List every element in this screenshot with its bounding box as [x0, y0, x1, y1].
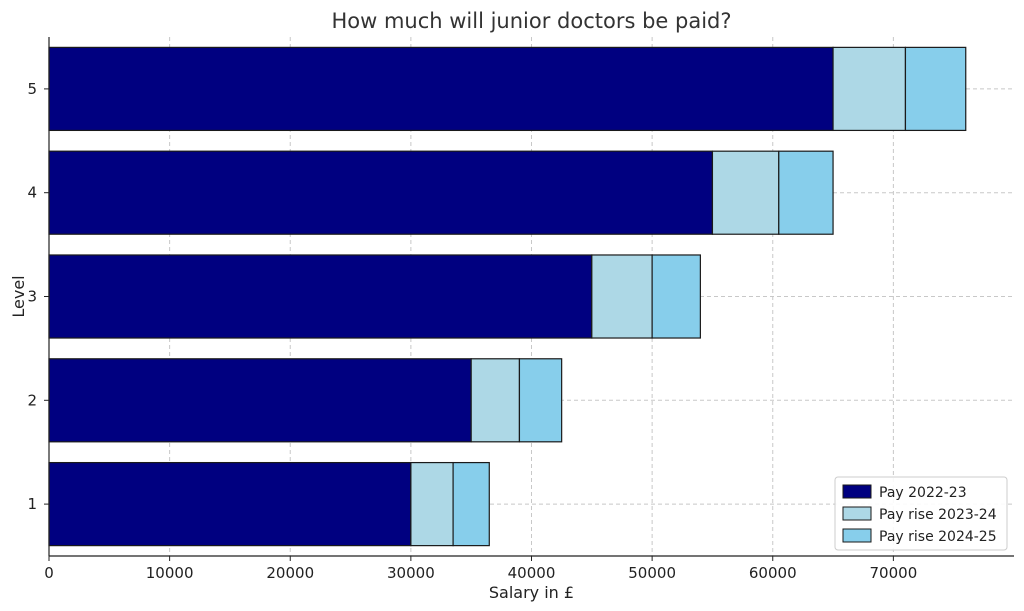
legend-label: Pay rise 2023-24 — [879, 507, 997, 523]
y-tick-label: 5 — [27, 80, 37, 98]
bar-level-2-series-0 — [48, 358, 472, 443]
legend-swatch — [842, 484, 872, 499]
y-ticks: 1 2 3 4 5 — [27, 80, 49, 513]
legend-swatch — [842, 506, 872, 521]
y-tick-label: 2 — [27, 391, 37, 409]
x-ticks: 0 10000 20000 30000 40000 50000 60000 70000 — [44, 556, 917, 582]
bar-level-5-series-1 — [832, 46, 907, 132]
legend-swatch — [842, 528, 872, 543]
x-tick-label: 30000 — [387, 564, 435, 582]
bar-level-1-series-1 — [410, 461, 454, 547]
bar-level-4-series-1 — [711, 150, 780, 235]
bar-level-3-series-2 — [651, 254, 701, 339]
chart-title: How much will junior doctors be paid? — [331, 9, 731, 33]
x-tick-label: 70000 — [870, 564, 918, 582]
x-tick-label: 20000 — [266, 564, 314, 582]
x-tick-label: 10000 — [146, 564, 194, 582]
bar-level-1-series-2 — [452, 461, 490, 547]
bar-level-3-series-0 — [48, 254, 593, 339]
bars — [48, 46, 967, 547]
x-tick-label: 60000 — [749, 564, 797, 582]
x-axis-label: Salary in £ — [489, 583, 574, 602]
bar-level-5-series-2 — [904, 46, 967, 132]
legend: Pay 2022-23 Pay rise 2023-24 Pay rise 2024… — [834, 476, 1008, 551]
bar-level-5-series-0 — [48, 46, 834, 132]
bar-level-4-series-2 — [778, 150, 834, 235]
legend-box — [834, 476, 1008, 551]
legend-label: Pay 2022-23 — [879, 485, 967, 501]
y-tick-label: 4 — [27, 184, 37, 202]
bar-level-3-series-1 — [591, 254, 653, 339]
x-tick-label: 50000 — [628, 564, 676, 582]
y-axis-label: Level — [9, 275, 28, 317]
x-tick-label: 0 — [44, 564, 54, 582]
legend-label: Pay rise 2024-25 — [879, 529, 997, 545]
bar-level-2-series-1 — [470, 358, 521, 443]
y-tick-label: 3 — [27, 288, 37, 306]
bar-level-4-series-0 — [48, 150, 714, 235]
y-tick-label: 1 — [27, 495, 37, 513]
bar-level-1-series-0 — [48, 461, 412, 547]
bar-level-2-series-2 — [518, 358, 563, 443]
x-tick-label: 40000 — [508, 564, 556, 582]
